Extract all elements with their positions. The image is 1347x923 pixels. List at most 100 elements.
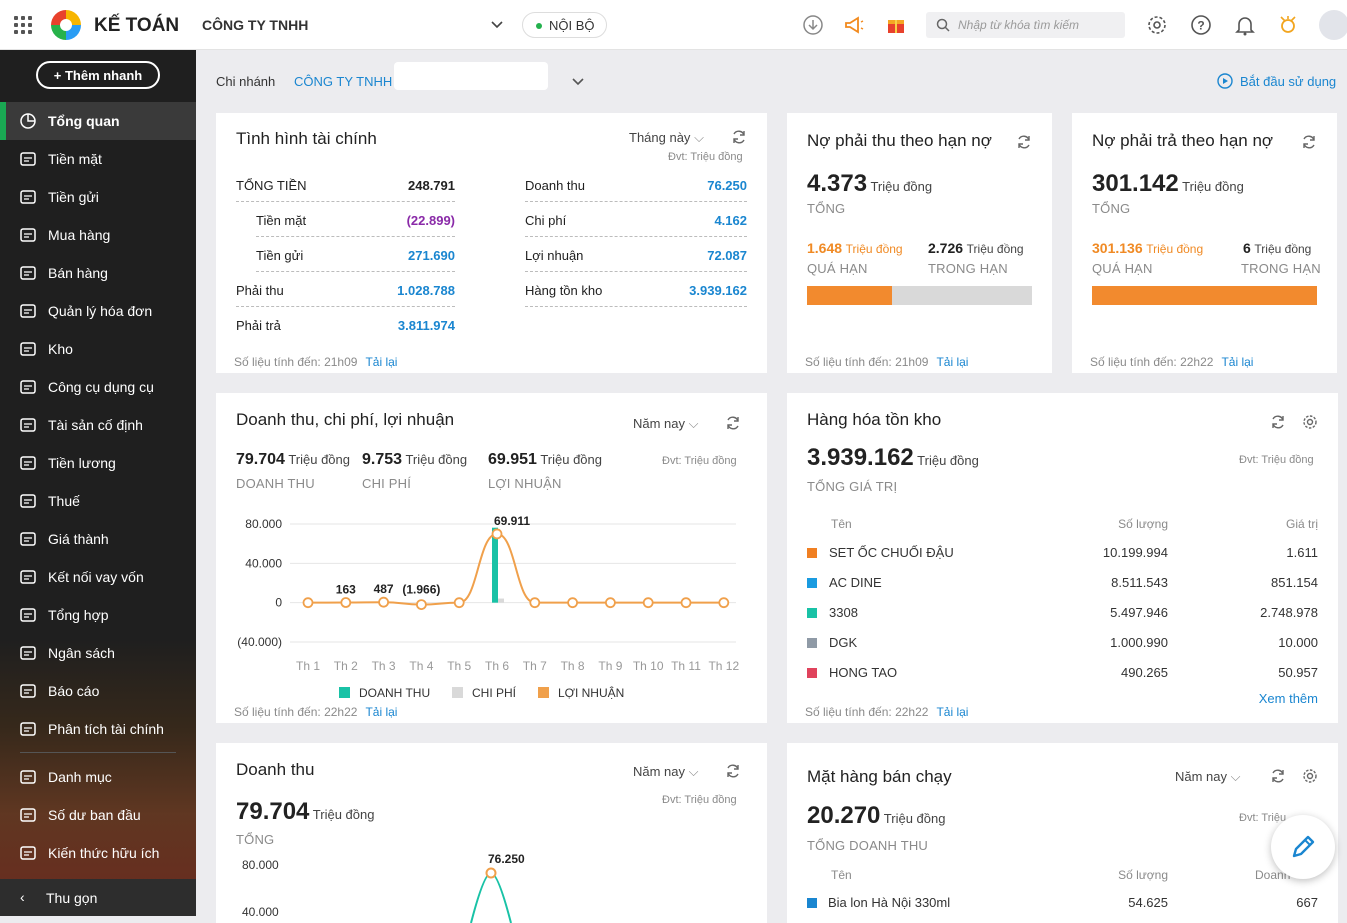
sidebar-menu: Tổng quan Tiền mặt Tiền gửi Mua hàng Bán hàn…: [0, 102, 196, 872]
reload-link[interactable]: Tải lại: [365, 705, 398, 719]
sidebar-item[interactable]: Tiền gửi: [0, 178, 196, 216]
company-selector[interactable]: CÔNG TY TNHH: [202, 17, 309, 33]
profit-point[interactable]: [680, 597, 692, 609]
reload-link[interactable]: Tải lại: [365, 355, 398, 369]
profit-point[interactable]: [340, 597, 352, 608]
settings-icon[interactable]: [1146, 14, 1168, 36]
collapse-sidebar-button[interactable]: ‹ Thu gọn: [0, 879, 196, 916]
sidebar-item[interactable]: Tổng hợp: [0, 596, 196, 634]
row-value[interactable]: 76.250: [707, 178, 747, 193]
sidebar-item-label: Giá thành: [48, 531, 109, 547]
profit-line: [307, 532, 724, 606]
notification-bell-icon[interactable]: [1234, 14, 1256, 36]
total-unit: Triệu đồng: [917, 453, 979, 468]
column-header-value: Giá trị: [1285, 517, 1318, 531]
profit-point[interactable]: [302, 597, 314, 609]
environment-badge[interactable]: NỘI BỘ: [522, 12, 607, 38]
profit-point[interactable]: [604, 597, 616, 609]
sidebar-item-label: Kết nối vay vốn: [48, 569, 144, 585]
row-label: Lợi nhuận: [525, 248, 584, 263]
sidebar-item[interactable]: Giá thành: [0, 520, 196, 558]
row-value[interactable]: 248.791: [408, 178, 455, 193]
sidebar-item[interactable]: Phân tích tài chính: [0, 710, 196, 748]
sidebar-item[interactable]: Quản lý hóa đơn: [0, 292, 196, 330]
sidebar-item[interactable]: Tiền mặt: [0, 140, 196, 178]
row-value[interactable]: 1.028.788: [397, 283, 455, 298]
refresh-icon[interactable]: [731, 129, 747, 145]
knowledge-icon: [20, 846, 36, 860]
refresh-icon[interactable]: [1301, 134, 1317, 150]
column-header-name: Tên: [831, 517, 852, 531]
profit-point[interactable]: [718, 597, 730, 609]
sidebar-item-label: Bán hàng: [48, 265, 108, 281]
download-icon[interactable]: [802, 14, 824, 36]
profit-point[interactable]: [491, 528, 503, 540]
reload-link[interactable]: Tải lại: [936, 355, 969, 369]
refresh-icon[interactable]: [725, 763, 741, 779]
gift-icon[interactable]: [885, 14, 907, 36]
branch-value[interactable]: CÔNG TY TNHH: [294, 74, 393, 89]
sidebar-item[interactable]: Số dư ban đầu: [0, 796, 196, 834]
bar-revenue[interactable]: [492, 527, 498, 603]
reward-icon[interactable]: [1277, 14, 1299, 36]
sidebar-item-label: Danh mục: [48, 769, 112, 785]
profit-point[interactable]: [415, 599, 427, 610]
megaphone-icon[interactable]: [843, 14, 865, 36]
warehouse-icon: [20, 342, 36, 356]
sidebar-item[interactable]: Kết nối vay vốn: [0, 558, 196, 596]
profit-point[interactable]: [529, 597, 541, 609]
branch-input[interactable]: [394, 62, 548, 90]
period-dropdown[interactable]: Năm nay ⌵: [633, 416, 699, 432]
refresh-icon[interactable]: [725, 415, 741, 431]
sidebar-item[interactable]: Bán hàng: [0, 254, 196, 292]
x-tick-label: Th 3: [372, 659, 396, 673]
start-using-link[interactable]: Bắt đầu sử dụng: [1240, 74, 1337, 89]
sidebar-item[interactable]: Ngân sách: [0, 634, 196, 672]
chevron-down-icon[interactable]: [490, 17, 504, 31]
profit-point[interactable]: [642, 597, 654, 609]
app-grid-icon[interactable]: [14, 16, 32, 34]
total-unit: Triệu đồng: [1182, 179, 1244, 194]
settings-icon[interactable]: [1302, 414, 1318, 430]
row-value[interactable]: 72.087: [707, 248, 747, 263]
period-dropdown[interactable]: Năm nay ⌵: [633, 764, 699, 780]
item-name: SET ỐC CHUỐI ĐẬU: [829, 545, 954, 560]
sidebar-item[interactable]: Tổng quan: [0, 102, 196, 140]
profit-point[interactable]: [378, 596, 390, 608]
item-name: 3308: [829, 605, 858, 620]
period-dropdown[interactable]: Năm nay ⌵: [1175, 769, 1241, 785]
sidebar-item[interactable]: Kiến thức hữu ích: [0, 834, 196, 872]
row-value[interactable]: 3.811.974: [397, 318, 455, 333]
refresh-icon[interactable]: [1270, 768, 1286, 784]
sidebar-item[interactable]: Tiền lương: [0, 444, 196, 482]
sidebar-item[interactable]: Thuế: [0, 482, 196, 520]
sidebar-item[interactable]: Công cụ dụng cụ: [0, 368, 196, 406]
row-value[interactable]: 271.690: [408, 248, 455, 263]
bar-cost[interactable]: [498, 598, 504, 603]
user-avatar[interactable]: [1319, 10, 1347, 40]
sidebar-item[interactable]: Mua hàng: [0, 216, 196, 254]
profit-point[interactable]: [453, 597, 465, 609]
row-value[interactable]: (22.899): [406, 213, 455, 228]
receivable-progress-fill: [807, 286, 892, 305]
quick-add-button[interactable]: + Thêm nhanh: [36, 61, 160, 89]
row-value[interactable]: 4.162: [714, 213, 747, 228]
see-more-link[interactable]: Xem thêm: [1258, 691, 1318, 706]
settings-icon[interactable]: [1302, 768, 1318, 784]
search-input[interactable]: Nhập từ khóa tìm kiếm: [926, 12, 1125, 38]
floating-edit-button[interactable]: [1271, 815, 1335, 879]
refresh-icon[interactable]: [1270, 414, 1286, 430]
row-value[interactable]: 3.939.162: [689, 283, 747, 298]
profit-point[interactable]: [567, 597, 579, 609]
sidebar-item[interactable]: Báo cáo: [0, 672, 196, 710]
period-dropdown[interactable]: Tháng này ⌵: [629, 130, 704, 146]
reload-link[interactable]: Tải lại: [936, 705, 969, 719]
help-icon[interactable]: ?: [1190, 14, 1212, 36]
reload-link[interactable]: Tải lại: [1221, 355, 1254, 369]
refresh-icon[interactable]: [1016, 134, 1032, 150]
x-tick-label: Th 6: [485, 659, 509, 673]
sidebar-item[interactable]: Danh mục: [0, 758, 196, 796]
sidebar-item[interactable]: Tài sản cố định: [0, 406, 196, 444]
branch-chevron-down-icon[interactable]: [571, 75, 585, 89]
sidebar-item[interactable]: Kho: [0, 330, 196, 368]
